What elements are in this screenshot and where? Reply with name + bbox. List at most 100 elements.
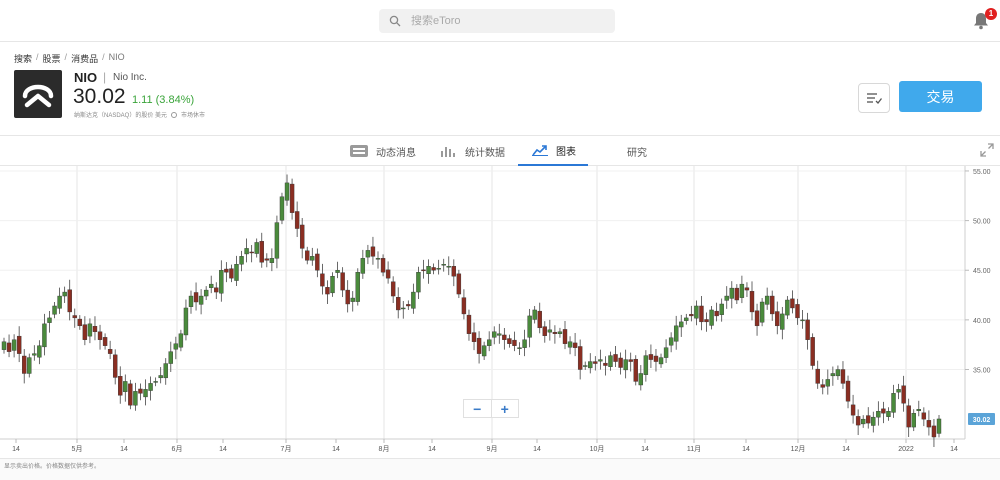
footer-note: 显示卖出价格。价格数据仅供参考。	[4, 464, 101, 470]
candle-body	[764, 295, 770, 305]
candle-body	[294, 211, 300, 229]
breadcrumb-item-search[interactable]: 搜索	[14, 54, 33, 64]
candle-body	[345, 289, 350, 305]
breadcrumb-item-stocks[interactable]: 股票	[42, 54, 61, 64]
x-tick-label: 14	[950, 446, 958, 453]
price-chart[interactable]: 55.00 50.00 45.00 40.00 35.00 14 5月 14 6月 14 7月 14 8…	[0, 166, 1000, 460]
candle-body	[138, 388, 143, 394]
candle-body	[704, 319, 709, 323]
candle-body	[694, 305, 699, 319]
candle-body	[623, 359, 628, 371]
candle-body	[820, 384, 825, 388]
chart-icon	[532, 145, 548, 156]
candle-body	[719, 303, 724, 315]
nio-logo	[14, 70, 62, 118]
candle-body	[916, 409, 921, 412]
candle-body	[112, 354, 118, 378]
top-bar: 1	[0, 0, 1000, 42]
candle-body	[380, 258, 386, 273]
candle-body	[153, 381, 158, 383]
candle-body	[522, 339, 527, 348]
candle-body	[724, 295, 729, 301]
current-price-label: 30.02	[973, 417, 991, 424]
candle-body	[375, 258, 381, 260]
candle-body	[62, 291, 67, 297]
tab-bar: 动态消息 统计数据 图表 研究	[0, 135, 1000, 166]
candle-body	[825, 379, 831, 387]
search-box[interactable]	[379, 9, 615, 33]
candle-body	[537, 310, 542, 329]
candle-body	[517, 347, 522, 349]
candle-body	[42, 323, 47, 348]
candle-body	[497, 333, 502, 336]
tab-stats-label: 统计数据	[465, 147, 505, 159]
search-input[interactable]	[411, 15, 591, 27]
zoom-in-button[interactable]: +	[500, 400, 509, 417]
candle-body	[244, 248, 249, 255]
x-tick-label: 14	[332, 446, 340, 453]
candle-body	[401, 307, 406, 310]
candle-body	[249, 251, 254, 254]
bell-icon[interactable]	[973, 12, 989, 30]
candle-body	[11, 339, 17, 351]
tab-research[interactable]: 研究	[627, 136, 647, 166]
candle-body	[860, 418, 866, 425]
trade-button[interactable]: 交易	[899, 81, 982, 112]
candle-body	[340, 272, 345, 291]
candle-body	[542, 326, 547, 336]
candle-body	[709, 309, 714, 326]
candle-body	[229, 268, 234, 279]
tab-chart[interactable]: 图表	[518, 136, 588, 166]
candle-body	[451, 266, 457, 277]
candle-body	[289, 183, 295, 213]
candle-body	[47, 317, 52, 323]
candle-body	[178, 333, 184, 348]
candle-body	[436, 268, 441, 270]
candle-body	[739, 283, 745, 298]
x-tick-label: 9月	[487, 445, 498, 453]
news-icon	[350, 145, 368, 157]
candle-body	[638, 373, 644, 386]
breadcrumb-item-consumer[interactable]: 消费品	[71, 54, 99, 64]
candle-body	[633, 358, 638, 382]
candle-body	[921, 412, 927, 420]
candle-body	[446, 266, 451, 268]
candle-body	[158, 375, 163, 379]
candle-body	[613, 354, 618, 362]
candle-body	[219, 270, 224, 294]
candle-body	[92, 326, 98, 332]
candle-body	[183, 307, 189, 336]
candle-body	[471, 332, 477, 342]
candle-body	[668, 337, 674, 346]
candle-body	[466, 314, 472, 334]
market-note: 纳斯达克（NASDAQ）的股价 美元 市场休市	[74, 110, 205, 119]
candle-body	[198, 295, 204, 305]
candle-body	[532, 309, 537, 320]
tab-stats[interactable]: 统计数据	[441, 136, 505, 166]
tab-news[interactable]: 动态消息	[350, 136, 416, 166]
candle-body	[770, 295, 775, 315]
candle-body	[269, 258, 275, 263]
watchlist-button[interactable]	[858, 83, 890, 113]
candle-body	[305, 250, 310, 261]
candle-body	[855, 416, 861, 426]
zoom-controls: − +	[463, 399, 519, 418]
candle-body	[679, 321, 684, 328]
candle-body	[815, 368, 820, 384]
y-tick-label: 55.00	[973, 169, 991, 176]
candle-body	[593, 361, 598, 364]
candle-body	[734, 287, 740, 301]
expand-icon[interactable]	[980, 143, 994, 157]
candle-body	[805, 319, 810, 340]
candle-body	[658, 357, 664, 365]
candle-body	[618, 357, 623, 368]
candle-body	[320, 273, 325, 287]
candle-body	[567, 341, 573, 348]
candle-body	[684, 317, 689, 321]
x-tick-label: 10月	[590, 445, 605, 453]
zoom-out-button[interactable]: −	[464, 400, 492, 417]
candle-body	[481, 345, 487, 357]
candle-body	[365, 250, 371, 258]
candle-body	[754, 310, 760, 327]
candle-body	[810, 337, 815, 366]
